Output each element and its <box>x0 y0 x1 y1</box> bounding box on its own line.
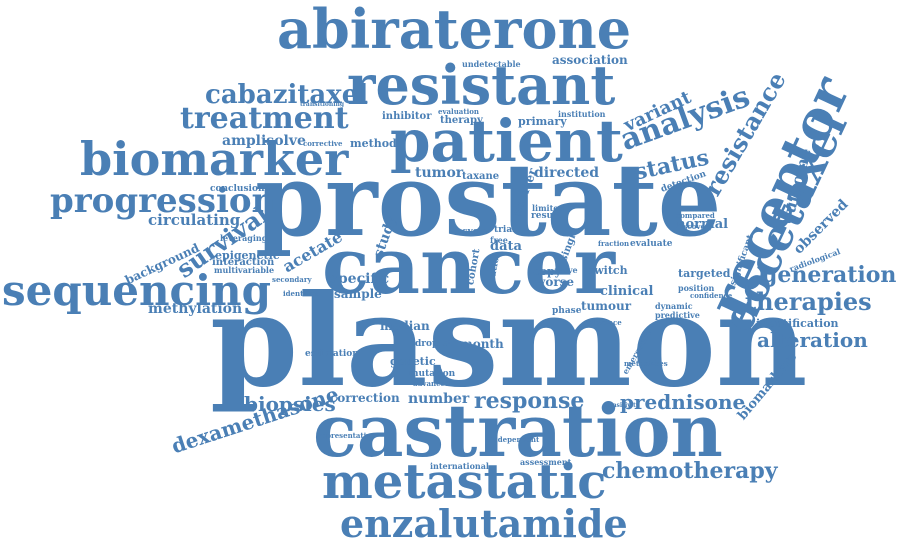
word-alteration: alteration <box>757 328 868 352</box>
word-dynamic: dynamic <box>655 301 693 311</box>
word-discovery: discovery <box>676 222 713 231</box>
word-predictive: predictive <box>655 310 700 320</box>
word-valve: valve <box>555 265 578 275</box>
word-inhibitor: inhibitor <box>382 111 432 122</box>
word-result: result <box>531 211 561 221</box>
word-biopsies: biopsies <box>244 392 336 416</box>
word-international: international <box>430 461 489 471</box>
word-association: association <box>552 53 628 67</box>
word-advanced: advanced <box>413 379 450 388</box>
word-sensitivity: sensitivity <box>605 402 640 409</box>
word-treatment: treatment <box>180 101 349 136</box>
word-limited: limited <box>532 203 564 213</box>
word-worse: worse <box>535 275 575 289</box>
word-therapies: therapies <box>745 287 872 316</box>
word-undetectable: undetectable <box>462 59 521 69</box>
word-phase: phase <box>552 306 582 316</box>
word-relevance: relevance <box>584 318 622 327</box>
word-interaction: interaction <box>212 257 275 268</box>
word-estimation: estimation <box>305 349 359 359</box>
word-resistant: resistant <box>347 53 616 117</box>
word-primary: primary <box>518 115 567 128</box>
word-metastases: metastases <box>624 359 668 368</box>
word-epigenetic: epigenetic <box>215 249 280 262</box>
word-trial: trial <box>494 225 516 235</box>
word-identification: identification <box>756 317 839 330</box>
word-generation: generation <box>762 262 897 288</box>
word-normal: normal <box>676 217 729 232</box>
word-correction: correction <box>330 391 400 405</box>
word-taxane: taxane <box>462 171 500 182</box>
word-cancer: cancer <box>322 221 615 312</box>
word-cycle: cycle <box>462 227 488 237</box>
word-directed: directed <box>534 165 600 181</box>
word-evaluation: evaluation <box>438 107 479 116</box>
word-independent: independent <box>490 435 540 444</box>
word-plasmon: plasmon <box>210 267 808 415</box>
word-identifies: identifies <box>283 289 320 298</box>
word-targeted: targeted <box>678 267 731 280</box>
word-month: month <box>460 337 504 351</box>
word-transitioning: transitioning <box>300 101 345 108</box>
word-assessment: assessment <box>520 457 572 467</box>
word-prednisone: prednisone <box>620 390 746 414</box>
word-corrective: corrective <box>303 139 343 148</box>
word-compared: compared <box>676 211 715 220</box>
word-copy: copy <box>533 265 562 278</box>
word-specific: specific <box>330 271 390 287</box>
word-fraction: fraction <box>598 239 630 248</box>
word-prostate: prostate <box>255 141 722 259</box>
word-institution: institution <box>558 109 606 119</box>
word-patient: patient <box>390 107 623 175</box>
word-metastatic: metastatic <box>322 454 607 510</box>
word-multivariable: multivariable <box>214 265 275 275</box>
word-sequencing: sequencing <box>2 266 271 315</box>
word-conclusion: conclusion <box>210 184 265 194</box>
word-enzalutamide: enzalutamide <box>340 501 628 545</box>
word-position: position <box>678 283 715 293</box>
word-method: method <box>350 137 397 150</box>
word-data: data <box>490 239 522 254</box>
word-cabazitaxel: cabazitaxel <box>205 80 369 110</box>
word-sample: sample <box>334 287 382 301</box>
word-circulating: circulating <box>148 211 241 229</box>
word-castration: castration <box>313 388 723 473</box>
word-chemotherapy: chemotherapy <box>602 458 778 484</box>
word-biomarker: biomarker <box>80 132 349 186</box>
word-number: number <box>408 391 470 407</box>
word-therapy: therapy <box>440 115 483 126</box>
word-progression: progression <box>50 181 277 221</box>
word-clinical: clinical <box>600 284 654 299</box>
word-response: response <box>474 388 585 414</box>
word-switch: switch <box>588 264 628 277</box>
word-representative: representative <box>318 431 375 440</box>
word-median: median <box>380 319 430 333</box>
word-evaluate: evaluate <box>630 239 673 249</box>
word-secondary: secondary <box>272 275 312 284</box>
word-mutation: mutation <box>409 369 456 379</box>
word-free: free <box>490 235 508 245</box>
word-abiraterone: abiraterone <box>277 0 632 61</box>
word-methylation: methylation <box>148 301 243 317</box>
word-droplet: droplet <box>415 339 452 349</box>
word-genetic: genetic <box>390 355 436 368</box>
word-tumour: tumour <box>581 299 632 313</box>
word-amplisolve: amplisolve <box>222 133 306 149</box>
word-tumor: tumor <box>415 165 464 181</box>
word-leveraging: leveraging <box>220 233 268 243</box>
word-confidence: confidence <box>690 291 733 300</box>
